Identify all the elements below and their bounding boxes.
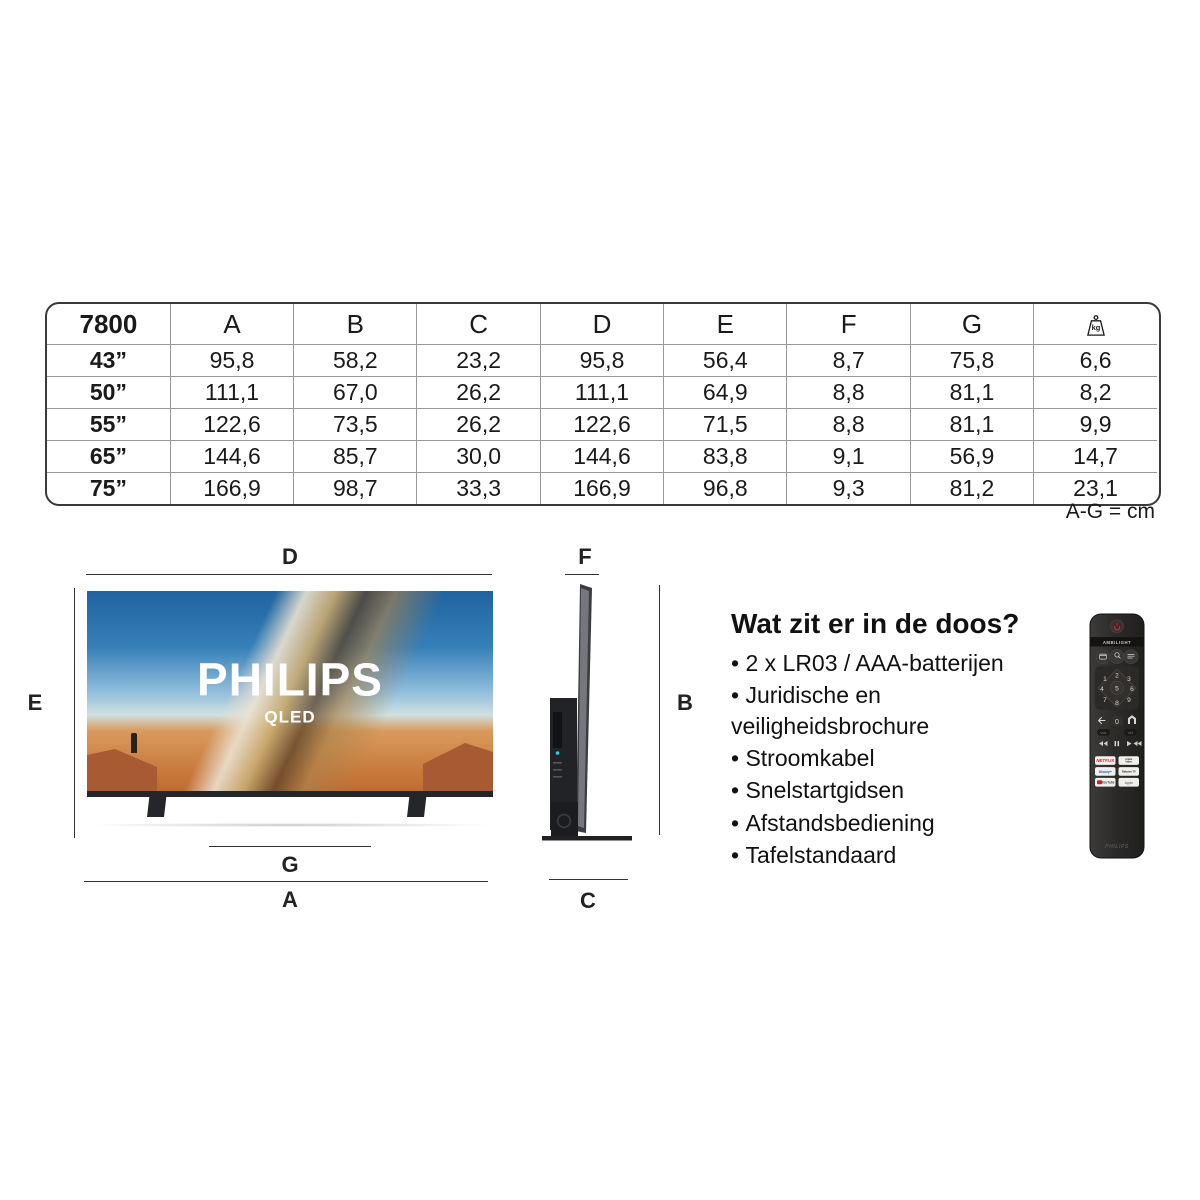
svg-text:AMBILIGHT: AMBILIGHT xyxy=(1103,640,1131,645)
svg-text:0: 0 xyxy=(1115,719,1119,726)
svg-text:VOL: VOL xyxy=(1100,731,1106,735)
svg-text:6: 6 xyxy=(1130,686,1134,693)
svg-text:4: 4 xyxy=(1100,686,1104,693)
svg-text:2: 2 xyxy=(1115,673,1119,680)
svg-text:9: 9 xyxy=(1127,697,1131,704)
svg-text:kg: kg xyxy=(1091,323,1100,332)
svg-text:video: video xyxy=(1126,761,1133,764)
svg-text:8: 8 xyxy=(1115,700,1119,707)
svg-text:Apple: Apple xyxy=(1125,781,1134,785)
svg-text:PHILIPS: PHILIPS xyxy=(1105,844,1129,850)
svg-text:Rakuten TV: Rakuten TV xyxy=(1122,771,1136,774)
svg-text:NETFLIX: NETFLIX xyxy=(1096,758,1115,763)
svg-text:1: 1 xyxy=(1103,676,1107,683)
svg-text:YouTube: YouTube xyxy=(1101,781,1114,785)
svg-text:3: 3 xyxy=(1127,676,1131,683)
svg-text:5: 5 xyxy=(1115,686,1119,693)
svg-text:Disney+: Disney+ xyxy=(1099,770,1112,774)
svg-text:CH: CH xyxy=(1128,731,1132,735)
svg-text:7: 7 xyxy=(1103,697,1107,704)
